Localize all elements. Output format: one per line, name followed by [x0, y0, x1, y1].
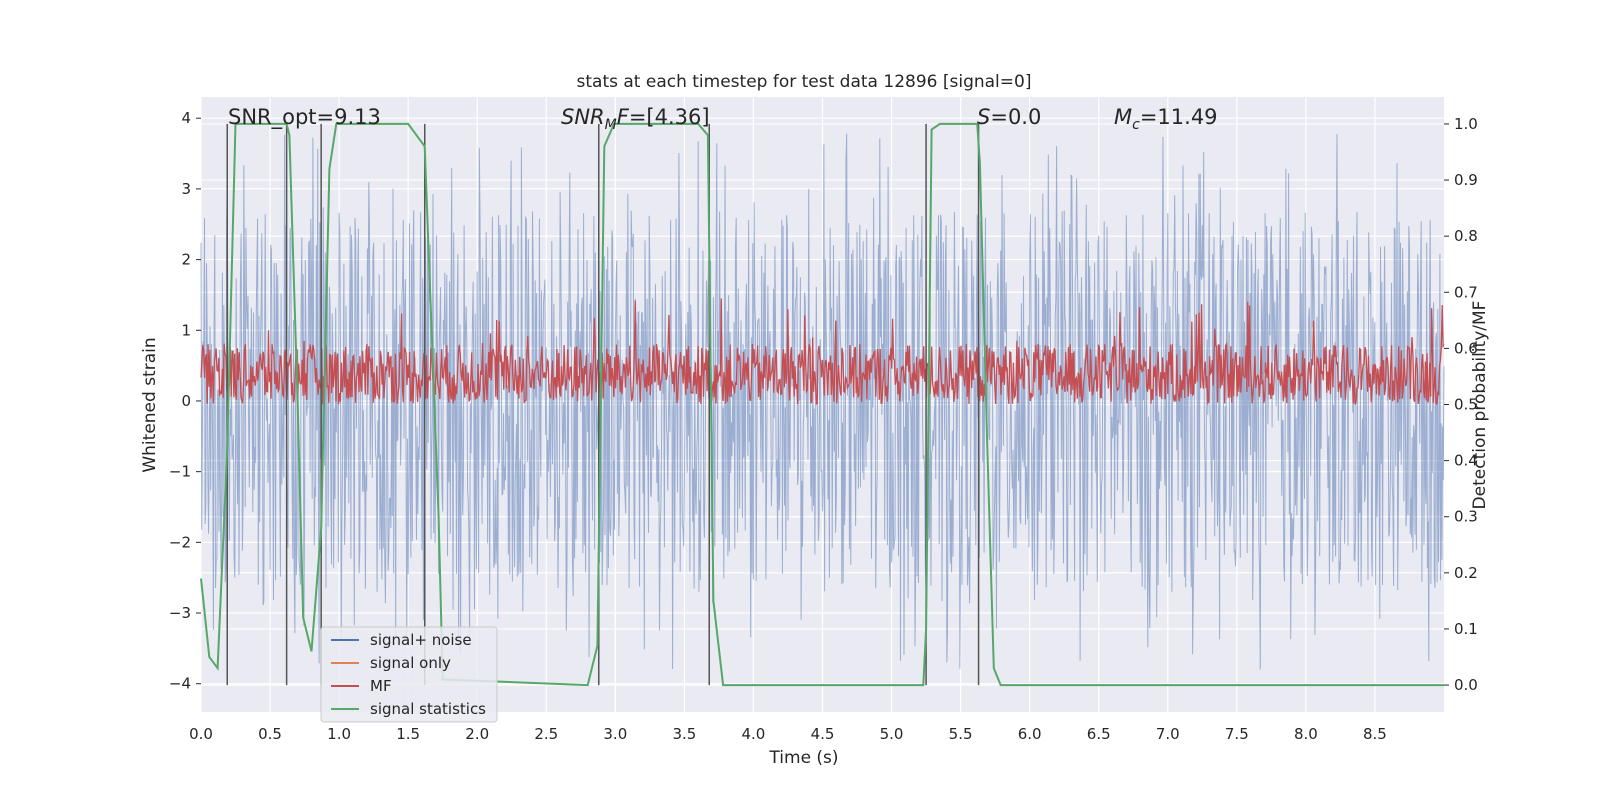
y-right-tick-label: 0.0 [1454, 676, 1478, 694]
y-axis-ticks: 4 3 2 1 0 −1 −2 −3 −4 [169, 109, 201, 693]
y-axis-right-label: Detection probability/MF [1470, 301, 1490, 510]
y-tick-label: −2 [169, 533, 191, 551]
y-right-tick-label: 0.5 [1454, 396, 1478, 414]
vertical-markers [226, 123, 980, 686]
y-tick-label: 4 [181, 109, 191, 127]
y-tick-label: −4 [169, 675, 191, 693]
x-tick-label: 3.0 [603, 725, 627, 743]
legend-frame [320, 626, 498, 723]
annotation-s-stat: S=0.0 [977, 105, 1041, 129]
series-mf [200, 298, 1445, 406]
y-tick-label: 2 [181, 251, 191, 269]
legend: signal+ noise signal only MF signal stat… [320, 626, 498, 723]
y-right-tick-label: 1.0 [1454, 115, 1478, 133]
y-right-tick-label: 0.7 [1454, 283, 1478, 301]
x-tick-label: 7.0 [1156, 725, 1180, 743]
annotation-snr-opt: SNR_opt=9.13 [228, 105, 381, 130]
y-tick-label: 0 [181, 392, 191, 410]
mf-line [200, 298, 1445, 406]
x-tick-label: 0.5 [258, 725, 282, 743]
x-tick-label: 6.0 [1018, 725, 1042, 743]
y-tick-label: 1 [181, 321, 191, 339]
grid-lines [200, 97, 1444, 712]
y-right-tick-label: 0.9 [1454, 171, 1478, 189]
x-tick-label: 7.5 [1225, 725, 1249, 743]
x-tick-label: 4.0 [742, 725, 766, 743]
x-axis-ticks: 0.0 0.5 1.0 1.5 2.0 2.5 3.0 3.5 4.0 4.5 5.0 5.5 6.0 6… [189, 725, 1387, 743]
y-axis-right-ticks: 1.0 0.9 0.8 0.7 0.6 0.5 0.4 0.3 0.2 0.1 0.0 [1444, 115, 1478, 694]
y-right-tick-label: 0.3 [1454, 508, 1478, 526]
y-tick-label: −3 [169, 604, 191, 622]
series-signal-statistics [200, 122, 1444, 687]
legend-label-mf: MF [370, 677, 392, 695]
x-tick-label: 1.0 [327, 725, 351, 743]
y-tick-label: −1 [169, 463, 191, 481]
x-tick-label: 1.5 [396, 725, 420, 743]
y-right-tick-label: 0.6 [1454, 339, 1478, 357]
x-tick-label: 4.5 [811, 725, 835, 743]
x-tick-label: 2.0 [465, 725, 489, 743]
x-tick-label: 0.0 [189, 725, 213, 743]
x-tick-label: 3.5 [672, 725, 696, 743]
x-tick-label: 5.5 [949, 725, 973, 743]
x-axis-label: Time (s) [768, 748, 838, 768]
y-right-tick-label: 0.8 [1454, 227, 1478, 245]
x-tick-label: 8.5 [1363, 725, 1387, 743]
y-right-tick-label: 0.2 [1454, 564, 1478, 582]
y-right-tick-label: 0.4 [1454, 452, 1478, 470]
signal-statistics-line [200, 122, 1444, 687]
y-axis-label: Whitened strain [140, 337, 160, 472]
annotation-mc: Mc=11.49 [1114, 105, 1218, 133]
x-tick-label: 2.5 [534, 725, 558, 743]
chart-title: stats at each timestep for test data 128… [577, 72, 1032, 92]
legend-label-signal-only: signal only [370, 654, 451, 672]
legend-label-signal-statistics: signal statistics [370, 700, 486, 718]
x-tick-label: 6.5 [1087, 725, 1111, 743]
annotation-snr-mf: SNRMF=[4.36] [561, 105, 710, 133]
x-tick-label: 8.0 [1294, 725, 1318, 743]
y-right-tick-label: 0.1 [1454, 620, 1478, 638]
legend-label-signal-noise: signal+ noise [370, 631, 472, 649]
y-tick-label: 3 [181, 180, 191, 198]
x-tick-label: 5.0 [880, 725, 904, 743]
